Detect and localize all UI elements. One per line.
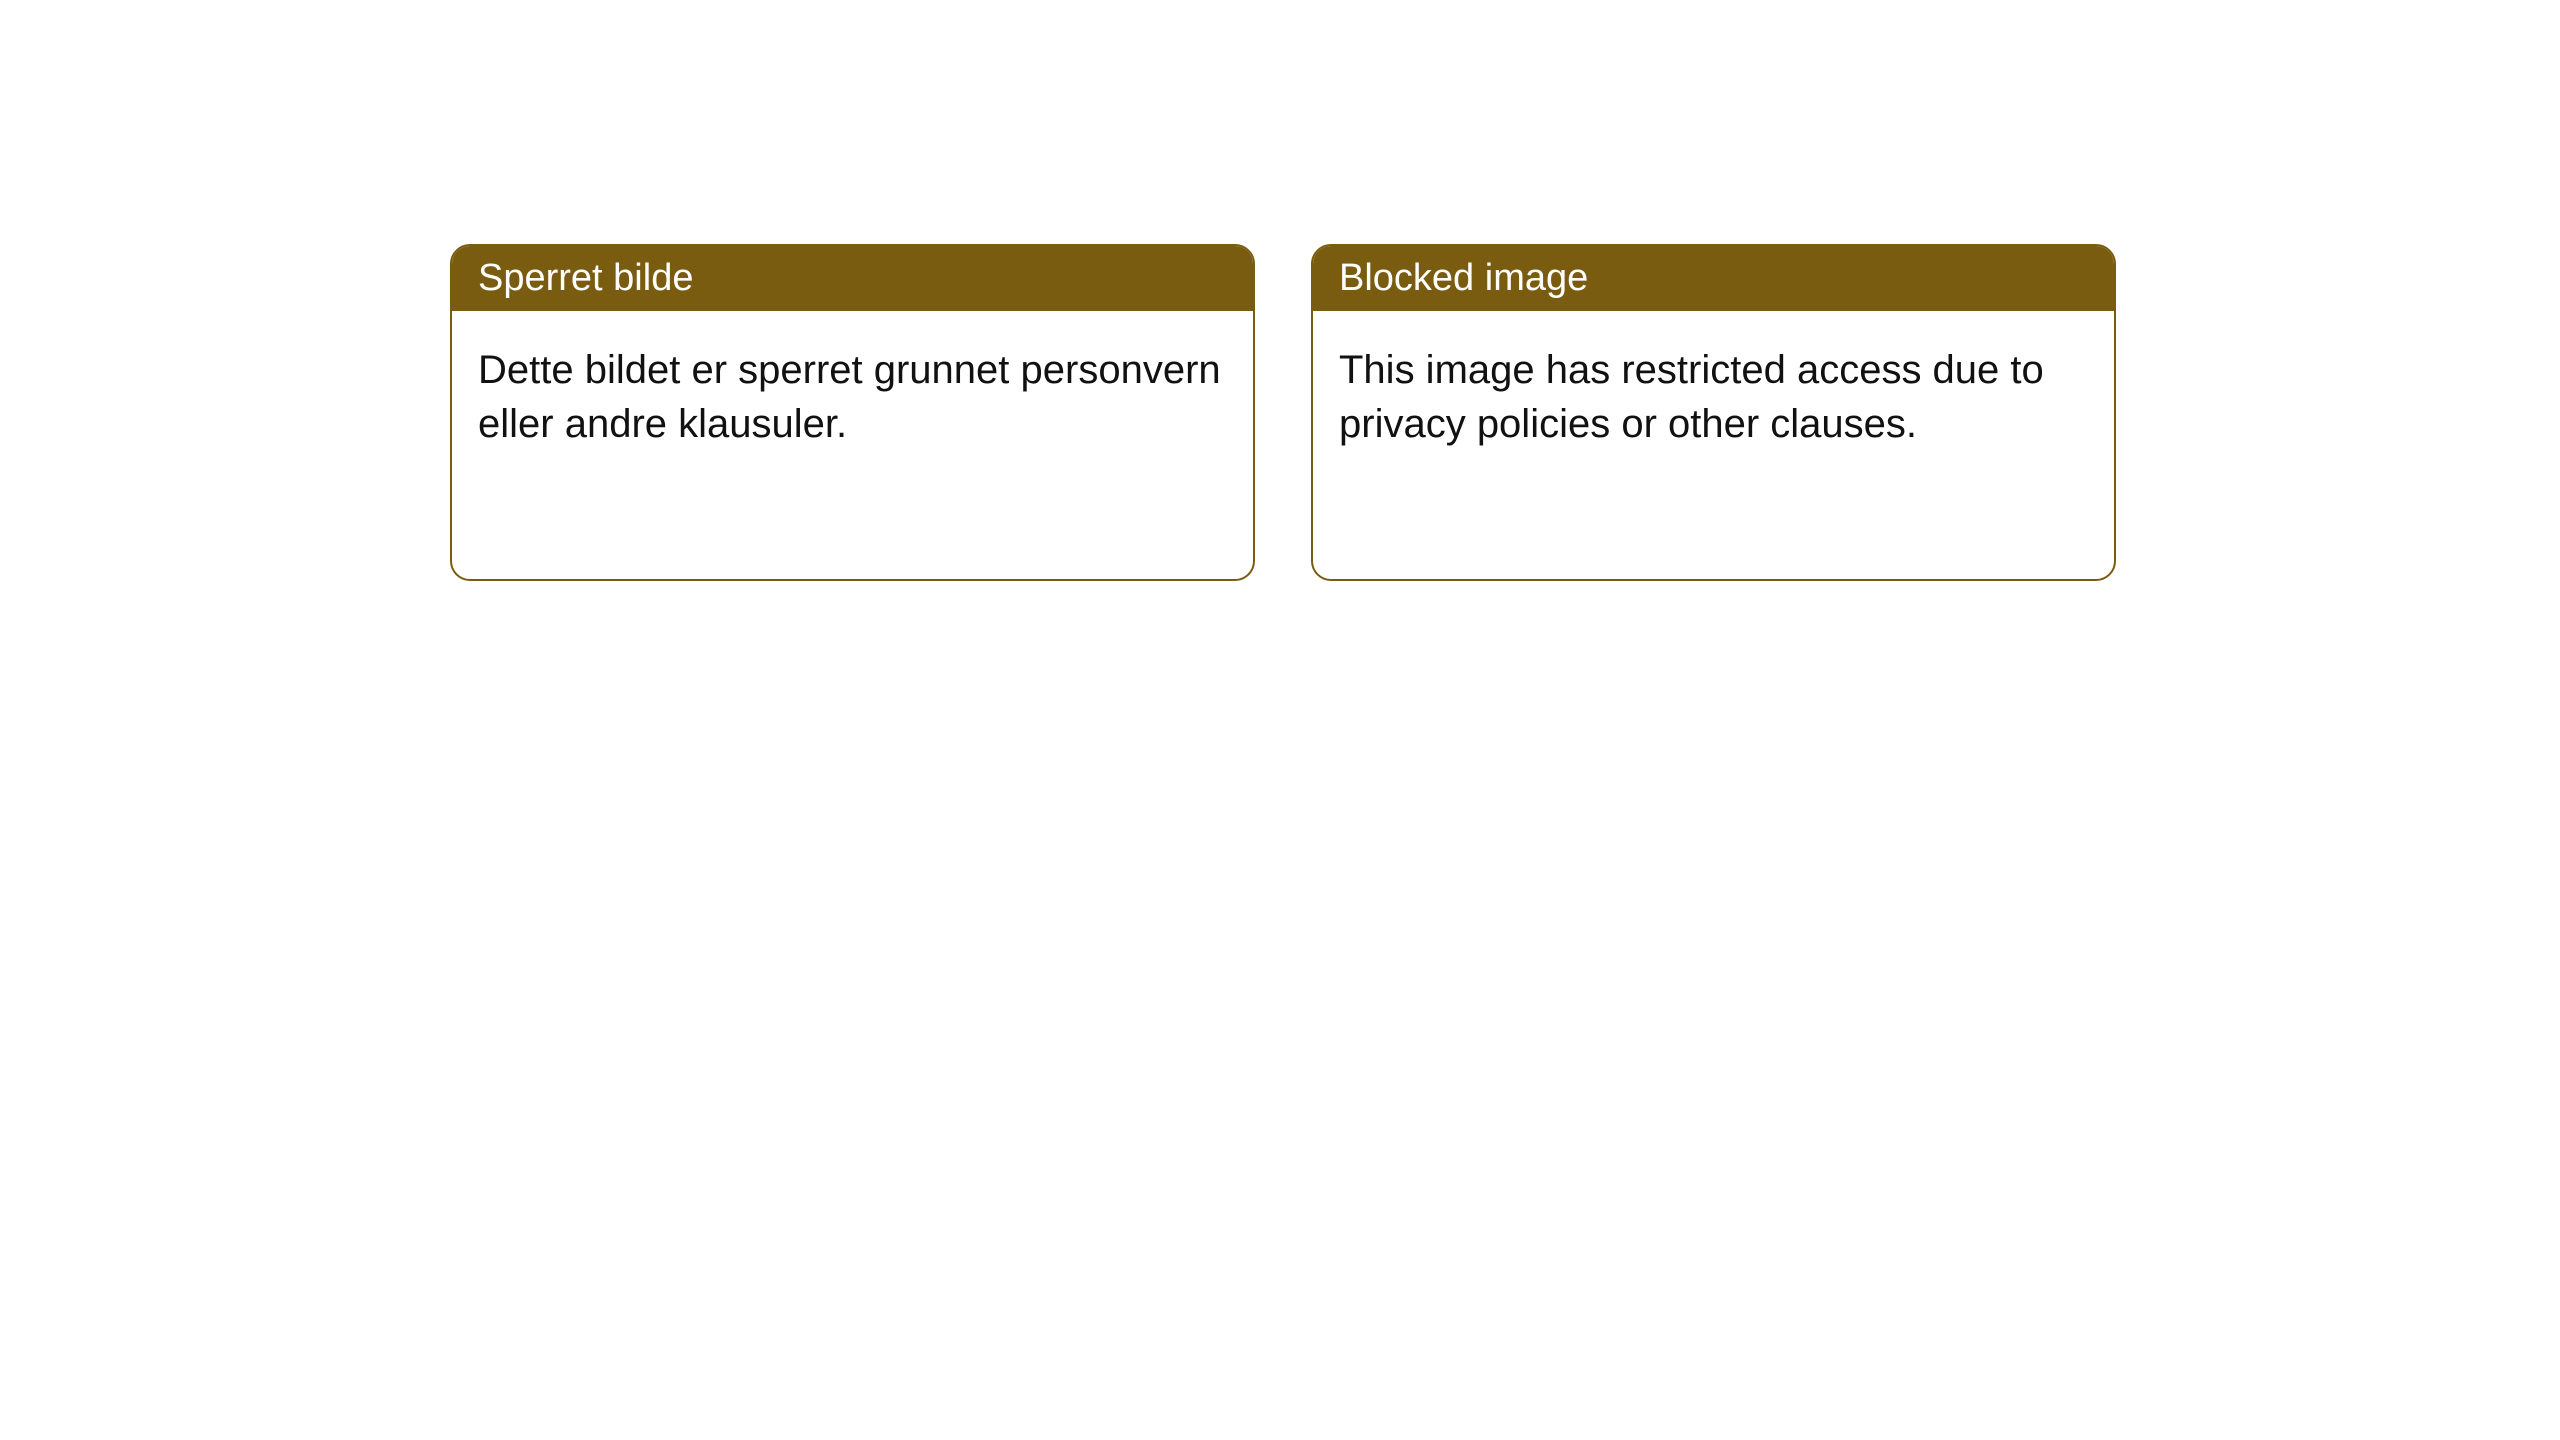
notice-title-no: Sperret bilde	[452, 246, 1253, 311]
notice-body-no: Dette bildet er sperret grunnet personve…	[452, 311, 1253, 483]
notice-card-en: Blocked image This image has restricted …	[1311, 244, 2116, 581]
notice-card-no: Sperret bilde Dette bildet er sperret gr…	[450, 244, 1255, 581]
notice-body-en: This image has restricted access due to …	[1313, 311, 2114, 483]
notice-title-en: Blocked image	[1313, 246, 2114, 311]
notice-container: Sperret bilde Dette bildet er sperret gr…	[0, 0, 2560, 581]
